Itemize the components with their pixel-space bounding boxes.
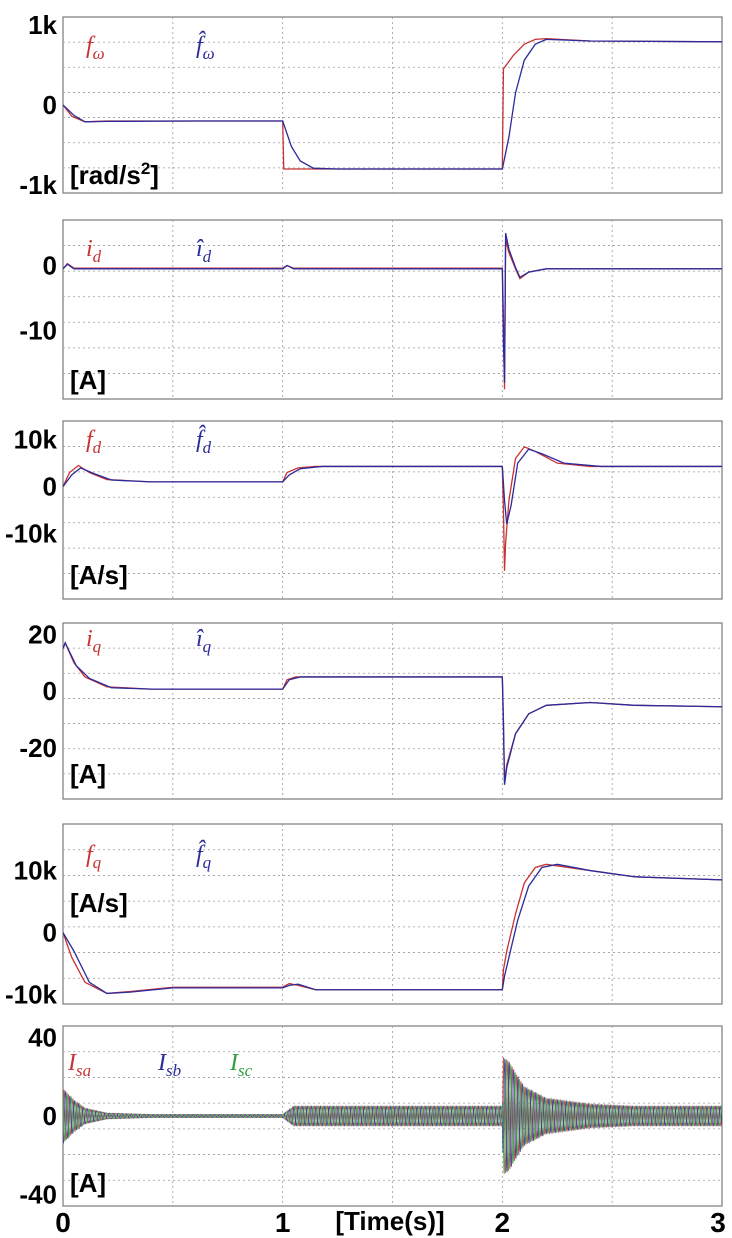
series-line-2	[63, 38, 722, 170]
unit-label: [A/s]	[70, 888, 128, 918]
plot-area	[63, 232, 722, 390]
legend-entry: îd	[196, 236, 212, 266]
unit-label: [A/s]	[70, 560, 128, 590]
series-line-2	[63, 641, 722, 785]
plot-area	[63, 863, 722, 995]
x-tick-label: 3	[710, 1207, 726, 1238]
y-tick-label: -10k	[5, 518, 58, 548]
unit-label: [A]	[70, 759, 106, 789]
series-line-3	[63, 1059, 722, 1174]
panel-6: 40 0 -40 Isa Isb Isc [A]	[19, 1023, 723, 1209]
y-tick-label: 10k	[14, 856, 58, 886]
plot-area	[63, 445, 722, 571]
legend-entry: fω	[86, 33, 105, 63]
y-tick-label: 0	[43, 676, 57, 706]
legend-entry: Isb	[157, 1050, 181, 1080]
y-tick-label: 0	[43, 251, 57, 281]
x-tick-label: 1	[275, 1207, 291, 1238]
series-line-1	[63, 1057, 722, 1174]
series-line-2	[63, 232, 722, 383]
panel-3: 10k 0 -10k fd f̂d [A/s]	[5, 420, 723, 600]
plot-area	[63, 1057, 722, 1174]
y-tick-label: 10k	[14, 425, 58, 455]
x-axis-label: [Time(s)]	[335, 1206, 444, 1236]
legend-entry: id	[86, 236, 102, 266]
legend-entry: îq	[196, 626, 212, 656]
panel-5: 10k 0 -10k fq f̂q [A/s]	[5, 823, 723, 1010]
series-line-2	[63, 1058, 722, 1172]
panel-4: 20 0 -20 iq îq [A]	[19, 619, 723, 800]
y-tick-label: -20	[19, 733, 57, 763]
unit-label: [A]	[70, 1168, 106, 1198]
plot-area	[63, 37, 722, 170]
y-tick-label: 0	[43, 472, 57, 502]
legend-entry: iq	[86, 626, 102, 656]
y-tick-label: -10	[19, 316, 57, 346]
legend-entry: f̂d	[196, 425, 212, 457]
y-tick-label: 0	[43, 918, 57, 948]
y-tick-label: -1k	[19, 170, 57, 200]
series-line-2	[63, 448, 722, 525]
y-tick-label: 0	[43, 90, 57, 120]
unit-label: [A]	[70, 365, 106, 395]
x-tick-label: 2	[495, 1207, 511, 1238]
plot-frame	[62, 420, 723, 600]
y-tick-label: 1k	[28, 10, 57, 40]
panel-1: 1k 0 -1k fω f̂ω [rad/s2]	[19, 10, 723, 200]
y-tick-label: -10k	[5, 980, 58, 1010]
unit-label: [rad/s2]	[70, 159, 159, 190]
legend-entry: Isa	[67, 1050, 91, 1080]
legend-entry: Isc	[229, 1050, 253, 1080]
y-tick-label: 40	[28, 1023, 57, 1053]
x-tick-label: 0	[55, 1207, 71, 1238]
plot-frame	[62, 219, 723, 400]
y-tick-label: -40	[19, 1179, 57, 1209]
series-line-2	[63, 863, 722, 995]
legend-entry: f̂q	[196, 840, 212, 872]
plot-area	[63, 641, 722, 785]
legend-entry: f̂ω	[196, 31, 215, 63]
y-tick-label: 20	[28, 619, 57, 649]
panel-2: 0 -10 id îd [A]	[19, 219, 723, 400]
x-axis: 0 1 2 3 [Time(s)]	[55, 1206, 726, 1238]
legend-entry: fd	[86, 427, 102, 457]
y-tick-label: 0	[43, 1101, 57, 1131]
legend-entry: fq	[86, 842, 102, 872]
